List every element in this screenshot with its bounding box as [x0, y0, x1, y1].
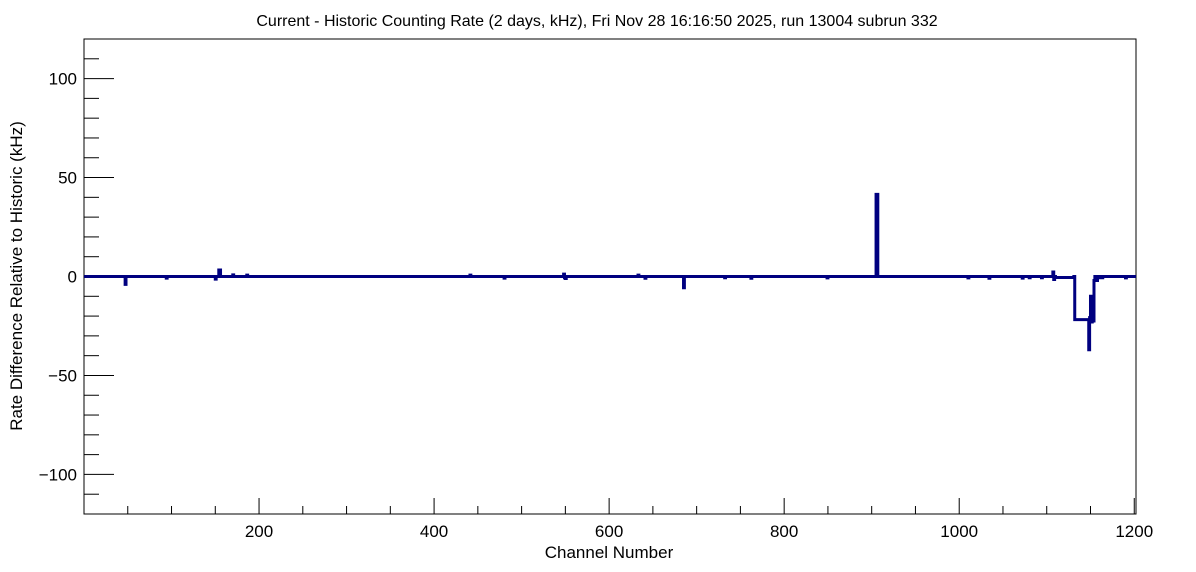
series-line — [84, 192, 1136, 352]
chart-title: Current - Historic Counting Rate (2 days… — [256, 13, 937, 30]
x-tick-label: 1000 — [940, 522, 978, 541]
y-tick-label: 100 — [49, 70, 77, 89]
y-tick-label: 0 — [68, 268, 77, 287]
x-tick-label: 200 — [245, 522, 273, 541]
x-tick-label: 1200 — [1115, 522, 1153, 541]
x-tick-label: 400 — [420, 522, 448, 541]
y-tick-label: −100 — [39, 465, 77, 484]
x-tick-label: 600 — [595, 522, 623, 541]
axis-ticks — [84, 58, 1135, 514]
y-axis-label: Rate Difference Relative to Historic (kH… — [7, 121, 26, 431]
y-tick-label: −50 — [48, 366, 77, 385]
x-tick-label: 800 — [770, 522, 798, 541]
axis-tick-labels: 200 400 600 800 1000 1200 −100 −50 0 50 100 — [39, 70, 1153, 541]
y-tick-label: 50 — [58, 169, 77, 188]
x-axis-label: Channel Number — [545, 543, 674, 562]
